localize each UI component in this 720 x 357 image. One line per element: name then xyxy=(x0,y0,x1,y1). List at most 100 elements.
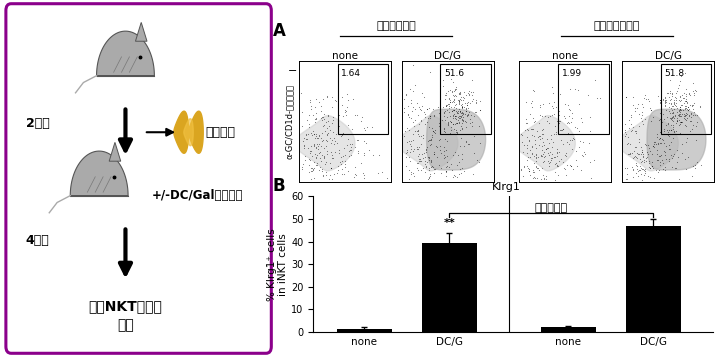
Point xyxy=(430,166,441,172)
Point xyxy=(654,97,666,103)
Point xyxy=(440,103,451,109)
Point xyxy=(665,127,677,132)
Point xyxy=(446,89,458,95)
Point xyxy=(408,131,419,137)
Point xyxy=(456,112,468,118)
Point xyxy=(424,113,436,119)
Point xyxy=(558,165,570,171)
Point xyxy=(668,101,680,106)
Point xyxy=(358,139,369,144)
Point xyxy=(361,125,373,130)
Point xyxy=(585,128,596,134)
Point xyxy=(439,96,451,102)
Point xyxy=(454,166,466,172)
Point xyxy=(441,163,453,169)
Point xyxy=(669,115,680,120)
Point xyxy=(516,166,527,172)
Point xyxy=(521,150,533,156)
Point xyxy=(441,169,452,174)
Point xyxy=(668,129,680,134)
Point xyxy=(318,174,329,179)
Point xyxy=(446,88,458,94)
Point xyxy=(317,130,328,135)
Point xyxy=(318,123,329,129)
Point xyxy=(402,111,414,117)
Point xyxy=(654,97,666,102)
Point xyxy=(315,149,326,155)
Point xyxy=(642,154,653,160)
Point xyxy=(549,169,561,175)
Point xyxy=(308,131,320,136)
Point xyxy=(358,150,369,155)
Point xyxy=(534,102,546,108)
Point xyxy=(468,113,480,119)
Point xyxy=(400,128,411,134)
Point xyxy=(413,146,424,152)
Point xyxy=(445,119,456,125)
Point xyxy=(658,126,670,132)
Point xyxy=(305,168,317,174)
Point xyxy=(568,136,580,142)
Point xyxy=(327,120,338,125)
Point xyxy=(679,116,690,122)
Point xyxy=(301,117,312,123)
Point xyxy=(665,139,677,145)
Point xyxy=(420,163,432,169)
Point xyxy=(314,164,325,170)
Point xyxy=(554,109,565,114)
Point xyxy=(351,172,362,178)
Text: A: A xyxy=(273,22,286,40)
Point xyxy=(662,132,674,137)
Point xyxy=(465,89,477,95)
Point xyxy=(648,115,660,120)
Point xyxy=(359,152,370,158)
Point xyxy=(553,112,564,118)
Point xyxy=(538,101,549,107)
Point xyxy=(684,128,696,134)
Point xyxy=(556,137,567,142)
Point xyxy=(448,94,459,99)
Point xyxy=(461,108,472,114)
Point xyxy=(533,165,544,171)
Point xyxy=(672,115,683,121)
Point xyxy=(456,116,467,122)
Point xyxy=(304,156,315,162)
Point xyxy=(529,141,541,147)
Point xyxy=(631,170,642,176)
Text: 胸腺摘出: 胸腺摘出 xyxy=(206,126,235,139)
Point xyxy=(625,114,636,120)
Point xyxy=(456,156,468,162)
Point xyxy=(320,143,331,149)
Point xyxy=(646,107,657,113)
Point xyxy=(409,128,420,134)
Point xyxy=(327,176,338,182)
Point xyxy=(446,104,457,110)
Point xyxy=(670,120,682,126)
Point xyxy=(330,98,341,104)
Point xyxy=(323,123,335,129)
Point xyxy=(405,171,416,177)
Point xyxy=(621,171,633,177)
Point xyxy=(421,119,433,125)
Point xyxy=(306,143,318,149)
Point xyxy=(448,152,459,158)
Point xyxy=(400,92,411,97)
Point xyxy=(459,100,470,106)
Point xyxy=(450,120,462,126)
Point xyxy=(308,175,320,181)
Point xyxy=(653,140,665,146)
Text: 1.64: 1.64 xyxy=(341,69,361,78)
Point xyxy=(322,112,333,117)
Point xyxy=(684,92,696,98)
Point xyxy=(440,147,451,153)
Point xyxy=(462,105,473,111)
Point xyxy=(419,154,431,160)
Point xyxy=(541,147,552,152)
Point xyxy=(456,105,468,110)
Point xyxy=(657,166,669,172)
Point xyxy=(516,132,527,138)
Text: 胸腺摘出マウス: 胸腺摘出マウス xyxy=(589,356,633,357)
Point xyxy=(683,106,695,112)
Point xyxy=(565,163,577,169)
Point xyxy=(459,168,470,174)
